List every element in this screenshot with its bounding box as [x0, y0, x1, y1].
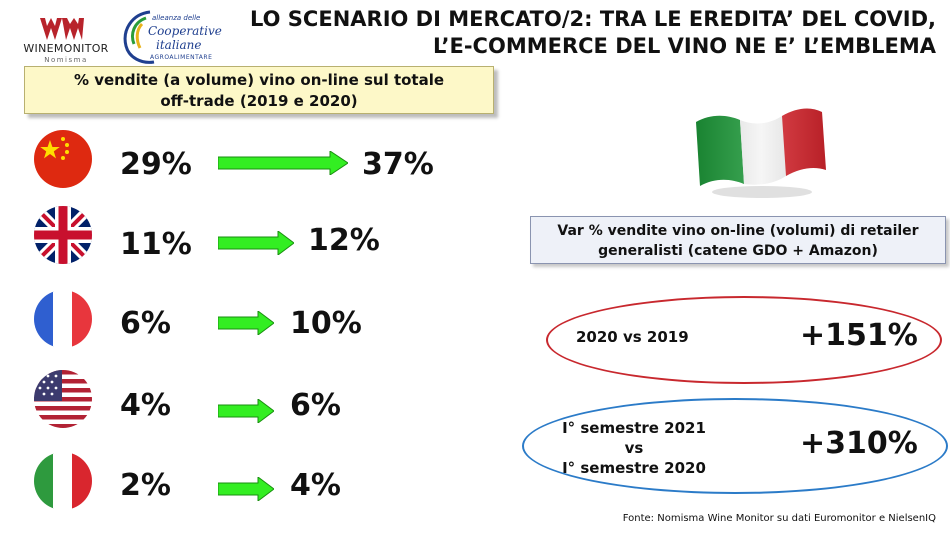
usa-value-2019: 4% — [120, 388, 171, 423]
italy-value-2019: 2% — [120, 468, 171, 503]
france-value-2019: 6% — [120, 306, 171, 341]
comparison-1-value: +151% — [800, 318, 918, 353]
comparison-1-label: 2020 vs 2019 — [576, 328, 689, 346]
france-flag-icon — [34, 290, 92, 348]
uk-arrow-icon — [218, 231, 294, 255]
online-share-line1: % vendite (a volume) vino on-line sul to… — [73, 71, 445, 89]
china-arrow-icon — [218, 151, 348, 175]
comparison-2020-vs-2019 — [546, 296, 942, 384]
uk-flag-icon — [34, 206, 92, 264]
winemonitor-name: WINEMONITOR — [23, 42, 109, 55]
italy-value-2020: 4% — [290, 468, 341, 503]
usa-flag-icon — [34, 370, 92, 428]
alleanza-line1: alleanza delle — [152, 14, 201, 22]
retailer-sales-line1: Var % vendite vino on-line (volumi) di r… — [557, 223, 919, 239]
comparison-2-label-line3: I° semestre 2020 — [562, 459, 706, 477]
title-line-2: L’E-COMMERCE DEL VINO NE E’ L’EMBLEMA — [432, 34, 936, 58]
usa-value-2020: 6% — [290, 388, 341, 423]
retailer-sales-box: Var % vendite vino on-line (volumi) di r… — [530, 216, 946, 264]
alleanza-line4: AGROALIMENTARE — [150, 54, 213, 61]
online-share-line2: off-trade (2019 e 2020) — [160, 92, 358, 110]
uk-value-2020: 12% — [308, 223, 380, 258]
comparison-2-label-line1: I° semestre 2021 — [562, 419, 706, 437]
comparison-semester — [522, 398, 948, 494]
comparison-2-value: +310% — [800, 426, 918, 461]
china-value-2019: 29% — [120, 147, 192, 182]
source-note: Fonte: Nomisma Wine Monitor su dati Euro… — [622, 513, 936, 524]
alleanza-line2: Cooperative — [148, 24, 222, 38]
uk-value-2019: 11% — [120, 227, 192, 262]
retailer-sales-line2: generalisti (catene GDO + Amazon) — [598, 243, 878, 259]
italy-flag-icon — [34, 452, 92, 510]
winemonitor-sub: Nomisma — [44, 56, 88, 64]
winemonitor-mark-icon — [40, 18, 84, 40]
alleanza-line3: italiane — [156, 38, 202, 52]
alleanza-cooperative-logo: alleanza delle Cooperative italiane AGRO… — [120, 8, 222, 64]
cooperative-swirl-icon — [123, 10, 155, 64]
winemonitor-logo: WINEMONITOR Nomisma — [20, 12, 110, 70]
page-title: LO SCENARIO DI MERCATO/2: TRA LE EREDITA… — [216, 6, 936, 60]
italy-arrow-icon — [218, 477, 274, 501]
online-share-box: % vendite (a volume) vino on-line sul to… — [24, 66, 494, 114]
china-flag-icon — [34, 130, 92, 188]
usa-arrow-icon — [218, 399, 274, 423]
comparison-2-label-line2: vs — [624, 439, 644, 457]
france-value-2020: 10% — [290, 306, 362, 341]
italy-waving-flag-icon — [696, 108, 826, 198]
comparison-2-label: I° semestre 2021 vs I° semestre 2020 — [548, 418, 720, 478]
china-value-2020: 37% — [362, 147, 434, 182]
title-line-1: LO SCENARIO DI MERCATO/2: TRA LE EREDITA… — [250, 7, 936, 31]
france-arrow-icon — [218, 311, 274, 335]
